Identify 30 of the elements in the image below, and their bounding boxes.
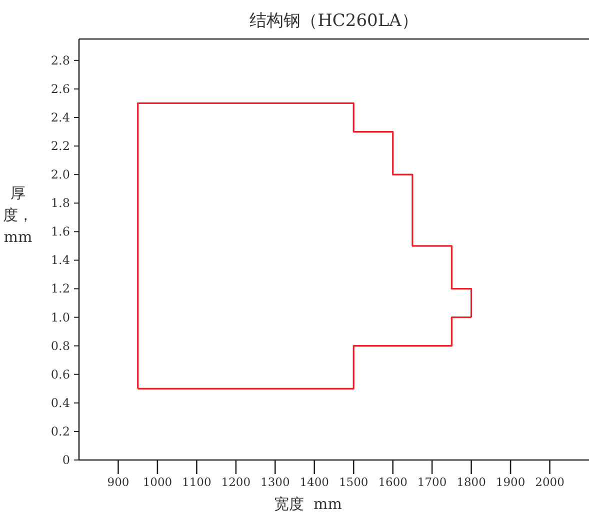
chart-title: 结构钢（HC260LA） <box>250 11 418 31</box>
y-axis-title: 厚度，mm <box>3 184 33 246</box>
x-tick-label: 1500 <box>338 475 368 489</box>
x-tick-label: 1800 <box>456 475 486 489</box>
x-tick-label: 900 <box>107 475 130 489</box>
y-tick-label: 1.6 <box>50 224 70 239</box>
y-tick-label: 0.4 <box>50 396 70 410</box>
y-tick-label: 1.4 <box>50 253 70 268</box>
y-tick-label: 0.2 <box>50 424 70 438</box>
y-tick-label: 2.6 <box>50 82 70 96</box>
x-tick-label: 2000 <box>535 475 564 489</box>
x-tick-label: 1200 <box>221 475 251 489</box>
y-tick-label: 0.8 <box>50 338 70 353</box>
y-tick-label: 1.0 <box>50 310 70 324</box>
y-tick-label: 2.2 <box>50 139 70 154</box>
x-tick-label: 1400 <box>300 475 330 489</box>
y-tick-label: 1.2 <box>50 282 70 296</box>
y-tick-label: 0 <box>62 453 70 467</box>
y-tick-label: 1.8 <box>50 196 70 210</box>
x-tick-label: 1700 <box>417 475 447 489</box>
x-tick-label: 1600 <box>378 475 408 489</box>
x-tick-label: 1300 <box>260 475 290 489</box>
y-tick-label: 2.4 <box>50 110 70 124</box>
y-tick-label: 0.6 <box>50 367 70 382</box>
x-tick-label: 1000 <box>142 475 172 489</box>
x-axis-title: 宽度 mm <box>274 495 342 513</box>
y-tick-label: 2.8 <box>50 53 70 68</box>
x-tick-label: 1900 <box>496 475 526 489</box>
y-tick-label: 2.0 <box>50 168 70 182</box>
x-tick-label: 1100 <box>182 475 212 489</box>
